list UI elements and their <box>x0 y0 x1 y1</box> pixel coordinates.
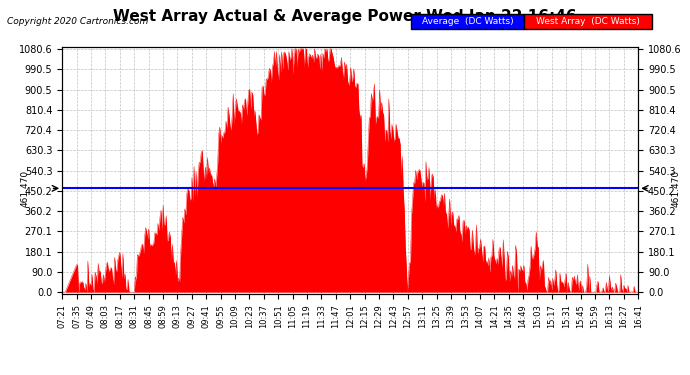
Text: 461.470: 461.470 <box>671 170 680 207</box>
Text: Average  (DC Watts): Average (DC Watts) <box>422 17 513 26</box>
Text: West Array  (DC Watts): West Array (DC Watts) <box>536 17 640 26</box>
Text: Copyright 2020 Cartronics.com: Copyright 2020 Cartronics.com <box>7 17 148 26</box>
Text: West Array Actual & Average Power Wed Jan 22 16:46: West Array Actual & Average Power Wed Ja… <box>113 9 577 24</box>
Text: 461.470: 461.470 <box>20 170 29 207</box>
